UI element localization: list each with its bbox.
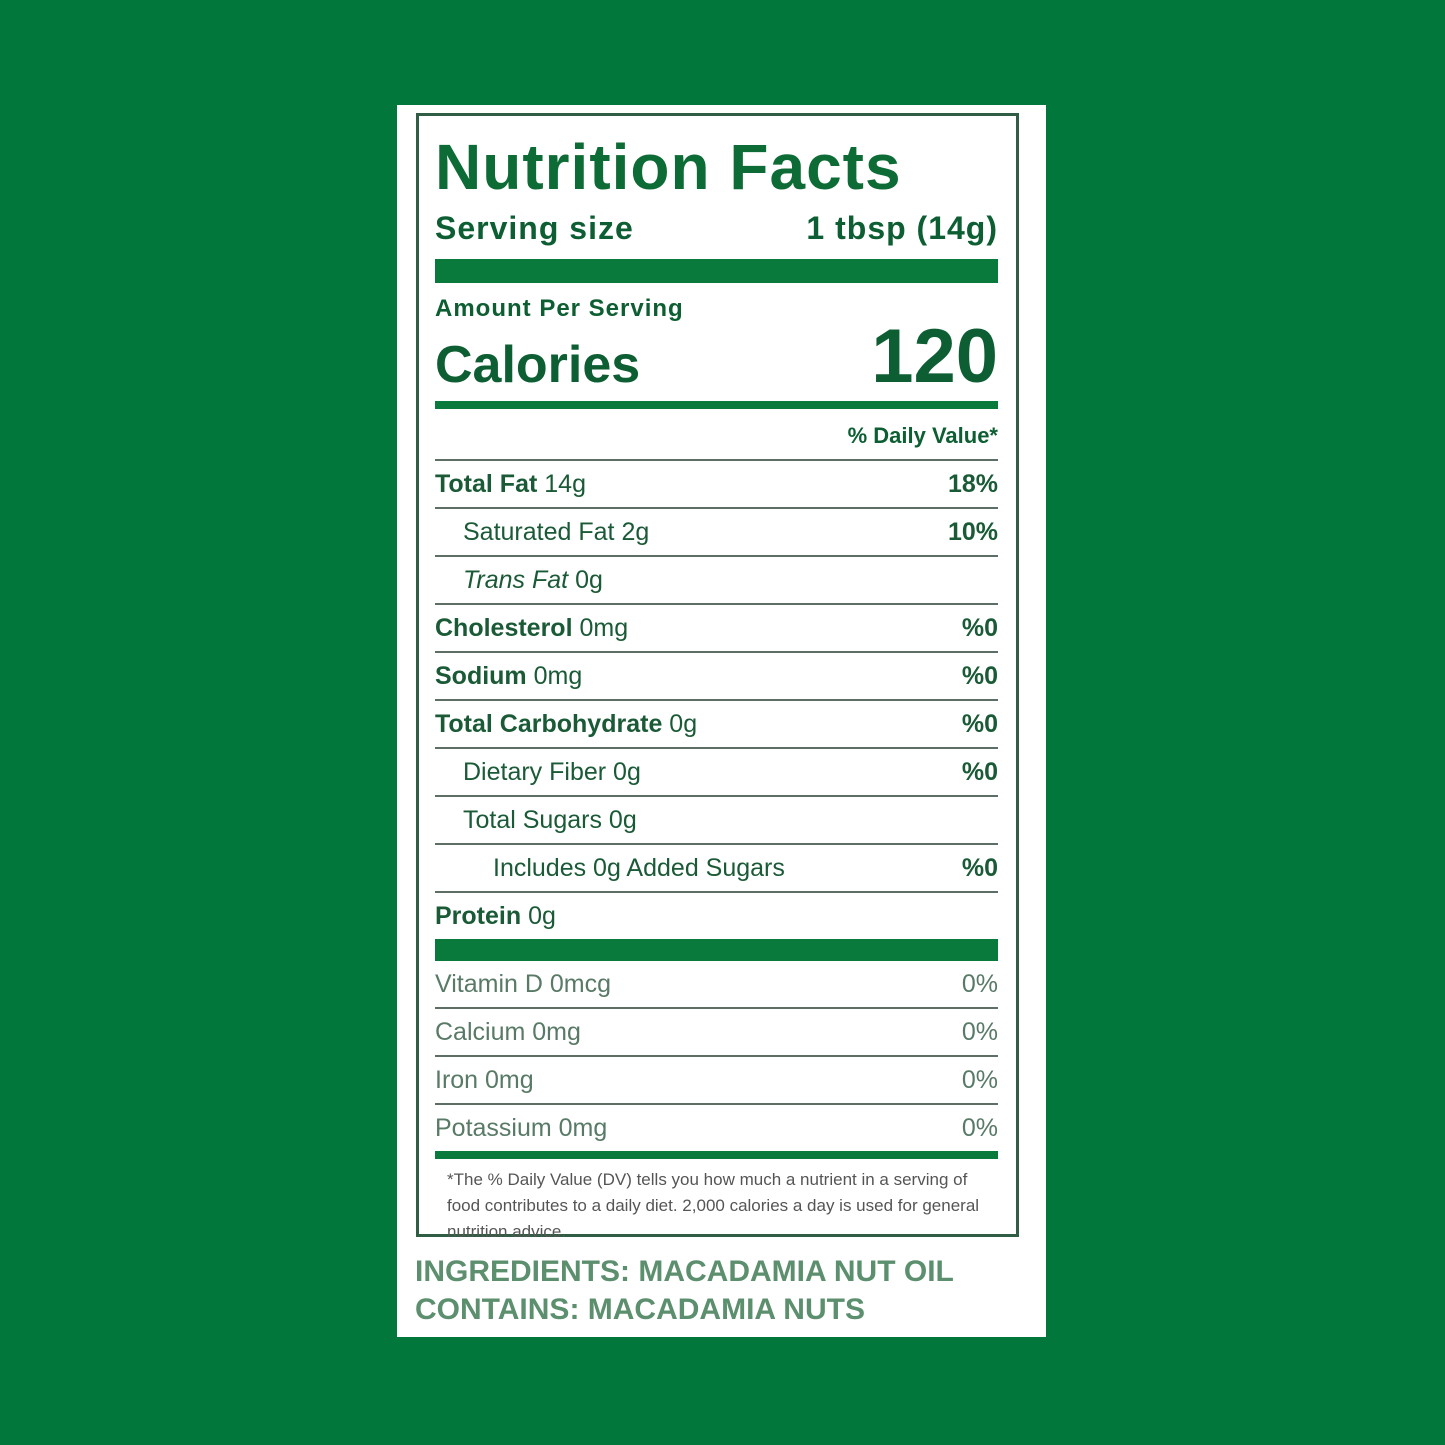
vitamin-name: Vitamin D 0mcg (435, 969, 611, 998)
vitamin-dv: 0% (961, 1017, 998, 1046)
nutrient-amount: 0g (608, 805, 637, 834)
nutrient-name: Cholesterol (435, 613, 573, 642)
nutrient-dv: %0 (961, 709, 998, 738)
vitamin-row: Vitamin D 0mcg 0% (435, 961, 998, 1009)
medium-divider (435, 401, 998, 409)
vitamins-section: Vitamin D 0mcg 0% Calcium 0mg 0% Iron 0mg 0… (435, 961, 998, 1151)
footnote: *The % Daily Value (DV) tells you how mu… (447, 1170, 980, 1241)
thick-divider (435, 259, 998, 283)
thick-divider (435, 939, 998, 961)
nutrient-name: Dietary Fiber (463, 757, 607, 786)
nutrient-dv: 18% (947, 469, 998, 498)
nutrient-name: Total Fat (435, 469, 538, 498)
nutrient-name: Sodium (435, 661, 527, 690)
vitamin-name: Calcium 0mg (435, 1017, 581, 1046)
nutrient-amount: 0mg (533, 661, 583, 690)
amount-per-serving: Amount Per Serving (435, 295, 684, 322)
nutrient-row: Cholesterol 0mg %0 (435, 605, 998, 653)
vitamin-name: Iron 0mg (435, 1065, 534, 1094)
vitamin-row: Calcium 0mg 0% (435, 1009, 998, 1057)
nutrient-name: Includes 0g Added Sugars (493, 853, 785, 882)
nutrient-amount: 0g (669, 709, 698, 738)
nutrient-row: Dietary Fiber 0g %0 (435, 749, 998, 797)
nutrient-dv: %0 (961, 757, 998, 786)
nutrient-dv: %0 (961, 613, 998, 642)
serving-size-label: Serving size (435, 210, 634, 246)
calories-value: 120 (871, 314, 998, 399)
vitamin-dv: 0% (961, 969, 998, 998)
nutrition-facts-label: Nutrition Facts Serving size 1 tbsp (14g… (416, 113, 1019, 1241)
ingredients-block: INGREDIENTS: MACADAMIA NUT OIL CONTAINS:… (415, 1253, 954, 1329)
daily-value-header: % Daily Value* (435, 409, 998, 461)
nutrition-card: Nutrition Facts Serving size 1 tbsp (14g… (397, 105, 1046, 1337)
nutrient-amount: 0mg (579, 613, 629, 642)
nutrient-dv: %0 (961, 853, 998, 882)
nutrient-name: Total Carbohydrate (435, 709, 663, 738)
nutrient-row: Sodium 0mg %0 (435, 653, 998, 701)
nutrient-amount: 0g (528, 901, 556, 930)
nutrient-row: Saturated Fat 2g 10% (435, 509, 998, 557)
calories-label: Calories (435, 336, 641, 394)
nutrient-amount: 0g (575, 565, 603, 594)
nutrient-row: Includes 0g Added Sugars %0 (435, 845, 998, 893)
ingredients: INGREDIENTS: MACADAMIA NUT OIL (415, 1255, 954, 1288)
allergen-contains: CONTAINS: MACADAMIA NUTS (415, 1293, 865, 1326)
vitamin-name: Potassium 0mg (435, 1113, 608, 1142)
nutrient-amount: 14g (544, 469, 586, 498)
vitamin-dv: 0% (961, 1113, 998, 1142)
nutrient-amount: 0g (613, 757, 641, 786)
serving-size-value: 1 tbsp (14g) (806, 210, 998, 246)
nutrient-amount: 2g (621, 517, 650, 546)
vitamin-row: Potassium 0mg 0% (435, 1105, 998, 1151)
nutrient-name: Saturated Fat (463, 517, 615, 546)
nutrient-name: Trans Fat (463, 565, 569, 594)
nutrient-row: Total Carbohydrate 0g %0 (435, 701, 998, 749)
nutrient-dv: %0 (961, 661, 998, 690)
nutrient-name: Total Sugars (463, 805, 602, 834)
medium-divider (435, 1151, 998, 1159)
label-title: Nutrition Facts (435, 131, 902, 203)
nutrient-row: Total Fat 14g 18% (435, 461, 998, 509)
serving-size: Serving size 1 tbsp (14g) (435, 210, 998, 247)
vitamin-dv: 0% (961, 1065, 998, 1094)
nutrient-dv: 10% (947, 517, 998, 546)
vitamin-row: Iron 0mg 0% (435, 1057, 998, 1105)
calories: Calories 120 (435, 319, 998, 395)
nutrient-row: Total Sugars 0g (435, 797, 998, 845)
nutrient-name: Protein (435, 901, 522, 930)
nutrient-row: Trans Fat 0g (435, 557, 998, 605)
nutrient-row: Protein 0g (435, 893, 998, 939)
